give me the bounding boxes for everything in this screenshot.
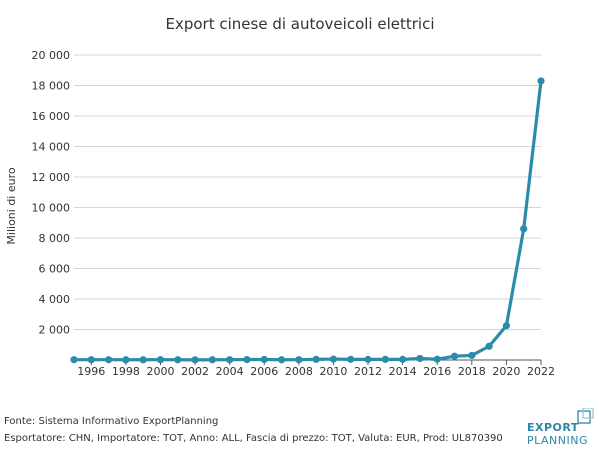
data-point xyxy=(208,356,216,364)
y-tick-label: 20 000 xyxy=(32,49,71,62)
x-tick-label: 2020 xyxy=(492,365,520,378)
x-tick-label: 2014 xyxy=(389,365,417,378)
data-point xyxy=(485,342,493,350)
line-chart: Export cinese di autoveicoli elettrici M… xyxy=(5,15,555,378)
data-point xyxy=(295,356,303,364)
y-tick-label: 4 000 xyxy=(39,293,71,306)
data-point xyxy=(260,355,268,364)
data-point xyxy=(468,351,476,360)
x-tick-label: 2010 xyxy=(319,365,347,378)
data-point xyxy=(139,356,147,364)
y-tick-label: 8 000 xyxy=(39,232,71,245)
data-point xyxy=(347,355,355,363)
x-tick-label: 2022 xyxy=(527,365,555,378)
gridlines xyxy=(74,54,541,330)
data-point xyxy=(191,356,199,364)
data-point xyxy=(156,356,165,364)
series-line xyxy=(72,79,543,362)
data-point xyxy=(416,354,424,363)
y-tick-label: 2 000 xyxy=(39,324,71,337)
data-point xyxy=(537,77,545,85)
data-point xyxy=(312,355,320,363)
logo-mark-icon xyxy=(577,408,594,424)
x-tick-label: 2006 xyxy=(250,365,278,378)
data-point xyxy=(433,355,441,363)
y-tick-label: 14 000 xyxy=(32,141,71,154)
y-axis-ticks: 2 000 4 000 6 000 8 000 10 000 12 000 14 000 16… xyxy=(32,49,71,337)
data-point xyxy=(399,355,407,363)
data-series xyxy=(70,77,545,364)
data-point xyxy=(122,356,130,364)
logo-text-planning: PLANNING xyxy=(527,434,588,447)
data-point xyxy=(520,225,528,233)
data-point xyxy=(226,356,234,364)
y-tick-label: 10 000 xyxy=(32,202,71,215)
x-tick-label: 1998 xyxy=(112,365,140,378)
y-tick-label: 12 000 xyxy=(32,171,71,184)
x-tick-label: 2002 xyxy=(181,365,209,378)
x-tick-label: 2016 xyxy=(423,365,451,378)
y-tick-label: 16 000 xyxy=(32,110,71,123)
data-point xyxy=(381,355,389,363)
x-tick-label: 2012 xyxy=(354,365,382,378)
filter-details: Esportatore: CHN, Importatore: TOT, Anno… xyxy=(4,433,503,444)
data-point xyxy=(277,356,286,364)
x-tick-label: 2008 xyxy=(285,365,313,378)
data-point xyxy=(502,322,511,330)
x-tick-label: 2000 xyxy=(146,365,174,378)
x-axis-ticks: 1996 1998 2000 2002 2004 2006 2008 2010 2012 2014… xyxy=(77,360,555,378)
y-axis-label: Milioni di euro xyxy=(5,167,18,244)
data-point xyxy=(450,352,459,360)
data-point xyxy=(87,356,95,364)
data-point xyxy=(329,355,338,363)
x-tick-label: 2004 xyxy=(216,365,244,378)
x-tick-label: 2018 xyxy=(458,365,486,378)
data-point xyxy=(243,355,251,364)
data-point xyxy=(364,355,372,363)
chart-title: Export cinese di autoveicoli elettrici xyxy=(166,15,435,33)
y-tick-label: 6 000 xyxy=(39,263,71,276)
source-note: Fonte: Sistema Informativo ExportPlannin… xyxy=(4,416,219,427)
data-point xyxy=(174,356,182,364)
exportplanning-logo: EXPORT PLANNING xyxy=(527,408,599,448)
x-tick-label: 1996 xyxy=(77,365,105,378)
logo-text-export: EXPORT xyxy=(527,421,579,434)
data-point xyxy=(70,356,78,364)
data-point xyxy=(104,356,113,364)
y-tick-label: 18 000 xyxy=(32,80,71,93)
